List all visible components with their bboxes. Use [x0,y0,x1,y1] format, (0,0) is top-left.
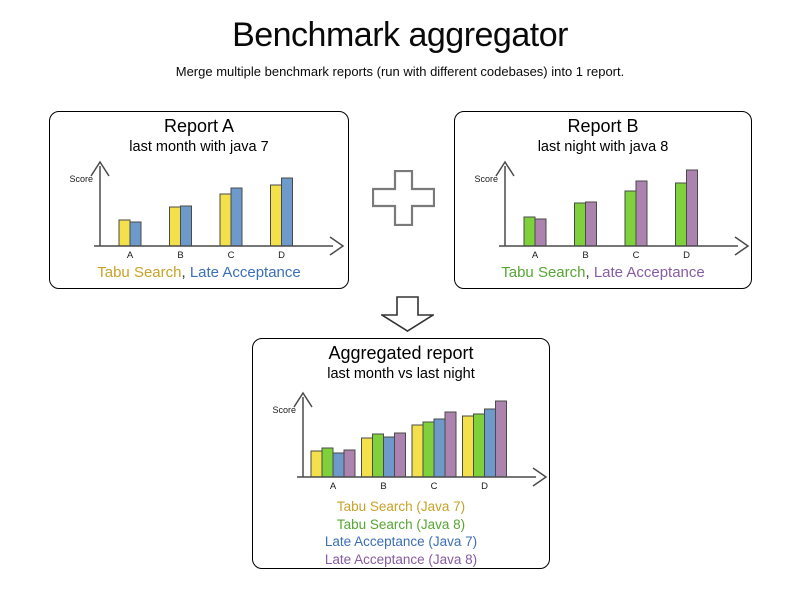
bar-C-series3 [444,411,457,478]
bar-D-series0 [270,184,282,247]
legend-late-acceptance-label: Late Acceptance [593,264,705,281]
bar-D-series1 [473,413,485,478]
legend-separator: , [585,264,594,281]
plus-icon [372,170,435,226]
bar-C-series0 [411,424,424,478]
legend-late-acceptance-java8: Late Acceptance (Java 8) [324,551,478,567]
report-b-title: Report B [567,116,639,136]
bar-A-series0 [310,450,323,478]
y-axis-arrow [293,391,313,408]
y-axis-label: Score [474,174,498,184]
report-a-legend: Tabu Search, Late Acceptance [50,264,348,281]
report-a-bar-chart: A B C D Score [69,160,345,261]
bar-D-series3 [495,400,507,478]
legend-tabu-search-java7: Tabu Search (Java 7) [336,499,466,514]
x-tick-label: D [278,250,285,261]
x-tick-label: A [532,250,539,261]
bar-C-series0 [219,193,232,247]
x-axis-arrow [329,236,345,256]
y-axis-arrow [90,160,110,177]
bar-A-series2 [332,452,345,478]
report-b-bar-chart: A B C D Score [474,160,750,261]
bar-D-series2 [484,408,496,478]
bar-D-series0 [675,182,687,247]
bar-A-series0 [118,219,131,247]
report-b-legend: Tabu Search, Late Acceptance [455,264,751,281]
x-tick-label: C [431,481,438,492]
legend-separator: , [181,264,190,281]
legend-tabu-search-java8: Tabu Search (Java 8) [336,516,466,532]
bar-A-series3 [343,449,356,478]
report-b-panel: Report B last night with java 8 A B C D Scor… [454,111,752,289]
aggregated-bar-chart: A B C D Score [272,391,548,492]
down-arrow-icon [381,296,434,332]
bar-B-series0 [574,202,586,247]
bar-D-series1 [686,169,698,247]
report-b-subtitle: last night with java 8 [537,139,669,155]
x-tick-label: D [481,481,488,492]
bar-B-series1 [372,433,384,478]
bar-B-series2 [383,436,395,478]
bar-B-series3 [394,432,406,478]
plus-shape [372,170,435,226]
legend-tabu-search-label: Tabu Search [97,264,182,281]
aggregated-subtitle: last month vs last night [327,366,475,382]
y-axis-label: Score [69,174,93,184]
down-arrow-shape [381,296,434,332]
page-subtitle: Merge multiple benchmark reports (run wi… [175,64,625,79]
bar-A-series0 [523,216,536,247]
x-tick-label: C [633,250,640,261]
x-tick-label: A [127,250,134,261]
report-a-subtitle: last month with java 7 [129,139,269,155]
report-a-title: Report A [163,116,235,136]
bar-C-series1 [422,421,435,478]
bar-A-series1 [534,218,547,247]
bar-D-series1 [281,177,293,247]
bar-C-series1 [230,187,243,247]
x-tick-label: D [683,250,690,261]
aggregated-title: Aggregated report [328,343,474,363]
legend-late-acceptance-java7: Late Acceptance (Java 7) [324,534,478,549]
aggregated-legend: Tabu Search (Java 7) Tabu Search (Java 8… [253,498,549,568]
x-tick-label: C [228,250,235,261]
x-tick-label: B [582,250,588,261]
bar-B-series0 [361,437,373,478]
report-a-panel: Report A last month with java 7 A B C D Scor… [49,111,349,289]
x-tick-label: B [380,481,386,492]
bar-A-series1 [321,447,334,478]
x-axis-arrow [734,236,750,256]
y-axis-arrow [495,160,515,177]
page-title: Benchmark aggregator [232,16,568,54]
x-tick-label: A [330,481,337,492]
bar-B-series1 [180,205,192,247]
bar-A-series1 [129,221,142,247]
bar-B-series0 [169,206,181,247]
bar-B-series1 [585,201,597,247]
legend-tabu-search-label: Tabu Search [501,264,586,281]
bar-C-series1 [635,180,648,247]
legend-late-acceptance-label: Late Acceptance [189,264,301,281]
bar-C-series0 [624,190,637,247]
x-axis-arrow [532,467,548,487]
y-axis-label: Score [272,405,296,415]
bar-D-series0 [462,415,474,478]
bar-C-series2 [433,418,446,478]
aggregated-report-panel: Aggregated report last month vs last nig… [252,338,550,569]
x-tick-label: B [177,250,183,261]
